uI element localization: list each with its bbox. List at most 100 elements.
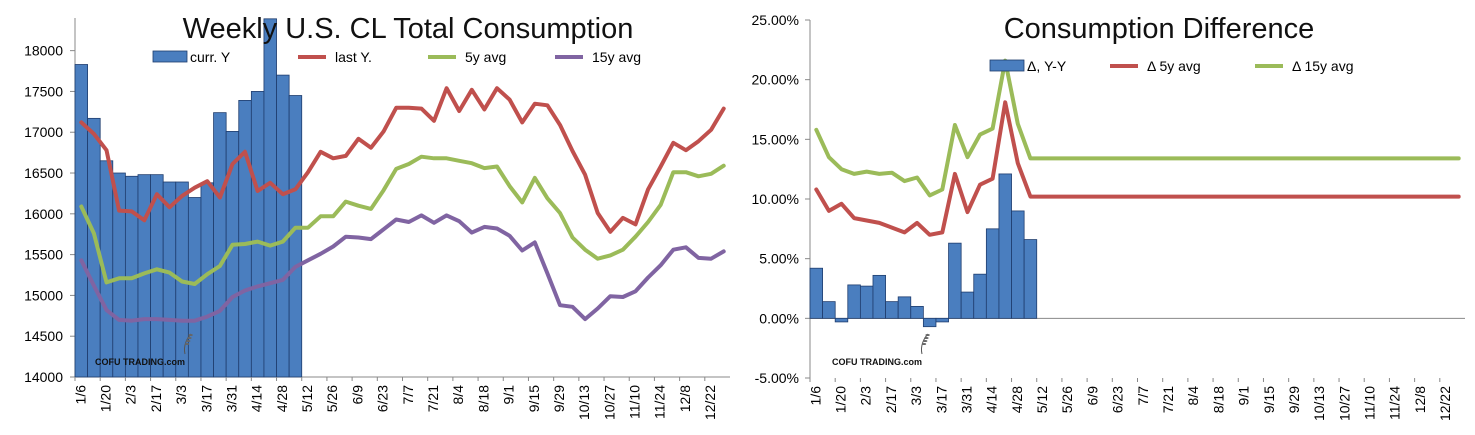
x-tick-label: 1/6 bbox=[72, 385, 88, 405]
series-line--5y-avg bbox=[814, 100, 1461, 237]
bar bbox=[847, 284, 861, 319]
bar bbox=[985, 228, 1000, 319]
wheat-grain bbox=[925, 334, 930, 336]
y-tick-label: 15000 bbox=[24, 287, 63, 303]
x-tick-label: 12/22 bbox=[1437, 386, 1453, 421]
x-tick-label: 9/15 bbox=[526, 385, 542, 412]
x-tick-label: 5/26 bbox=[324, 385, 340, 412]
bar bbox=[834, 317, 849, 323]
x-tick-label: 4/28 bbox=[274, 385, 290, 412]
y-tick-label: 17000 bbox=[24, 124, 63, 140]
x-tick-label: 3/17 bbox=[933, 386, 949, 413]
bar bbox=[935, 317, 949, 323]
difference-chart: -5.00% 0.00% 5.00% 10.00% 15.00% 20.00% 25.00%… bbox=[752, 12, 1465, 421]
legend-swatch bbox=[152, 50, 188, 63]
wheat-grain bbox=[188, 334, 193, 336]
bar bbox=[213, 112, 227, 378]
x-tick-label: 9/1 bbox=[501, 385, 517, 405]
legend-label: last Y. bbox=[335, 49, 372, 65]
bar bbox=[276, 74, 290, 378]
x-tick-label: 3/3 bbox=[908, 386, 924, 406]
bar bbox=[1023, 239, 1038, 319]
x-tick-label: 8/18 bbox=[1210, 386, 1226, 413]
x-tick-label: 3/3 bbox=[173, 385, 189, 405]
x-tick-label: 11/10 bbox=[1362, 386, 1378, 420]
wheat-grain bbox=[923, 340, 928, 342]
series-line--15y-avg bbox=[814, 58, 1461, 198]
watermark-logo bbox=[184, 333, 193, 355]
x-tick-label: 9/15 bbox=[1261, 386, 1277, 413]
bar bbox=[872, 274, 886, 319]
x-tick-label: 6/9 bbox=[349, 385, 365, 405]
x-tick-label: 7/21 bbox=[1160, 386, 1176, 413]
legend-label: 15y avg bbox=[592, 49, 641, 65]
x-tick-label: 5/12 bbox=[1034, 386, 1050, 413]
x-tick-label: 2/17 bbox=[148, 385, 164, 412]
x-tick-label: 11/24 bbox=[652, 385, 668, 419]
legend-label: Δ 5y avg bbox=[1147, 58, 1201, 74]
y-tick-label: 14000 bbox=[24, 369, 63, 385]
bar bbox=[922, 317, 937, 328]
wheat-grain bbox=[924, 337, 929, 339]
y-tick-label: 16500 bbox=[24, 165, 63, 181]
bar bbox=[897, 296, 912, 319]
wheat-grain bbox=[187, 337, 192, 339]
x-tick-label: 9/29 bbox=[551, 385, 567, 412]
x-tick-label: 7/7 bbox=[400, 385, 416, 405]
bar bbox=[859, 285, 874, 319]
y-tick-label: 15.00% bbox=[752, 131, 799, 147]
legend-label: Δ, Y-Y bbox=[1027, 58, 1067, 74]
bar bbox=[263, 18, 277, 378]
series-line-last-y- bbox=[79, 86, 726, 234]
watermark-logo bbox=[921, 333, 930, 355]
bar bbox=[162, 181, 177, 378]
chart-title: Weekly U.S. CL Total Consumption bbox=[183, 13, 634, 45]
x-tick-label: 1/6 bbox=[807, 386, 823, 406]
y-tick-label: 15500 bbox=[24, 247, 63, 263]
consumption-chart: 14000 14500 15000 15500 16000 16500 17000 17500… bbox=[24, 13, 730, 420]
bar bbox=[74, 64, 88, 378]
bar bbox=[809, 267, 823, 319]
y-tick-label: 20.00% bbox=[752, 72, 799, 88]
x-tick-label: 8/4 bbox=[1185, 386, 1201, 406]
y-tick-label: -5.00% bbox=[755, 370, 799, 386]
y-tick-label: 17500 bbox=[24, 83, 63, 99]
y-tick-label: 25.00% bbox=[752, 12, 799, 28]
x-tick-label: 10/27 bbox=[1336, 386, 1352, 421]
bar bbox=[973, 273, 987, 319]
chart-title: Consumption Difference bbox=[1004, 13, 1315, 45]
x-tick-label: 1/20 bbox=[97, 385, 113, 412]
x-tick-label: 12/22 bbox=[702, 385, 718, 420]
x-tick-label: 12/8 bbox=[1412, 386, 1428, 413]
bar bbox=[288, 95, 303, 378]
y-tick-label: 10.00% bbox=[752, 191, 799, 207]
x-tick-label: 5/12 bbox=[299, 385, 315, 412]
bar bbox=[910, 305, 924, 319]
x-tick-label: 6/23 bbox=[375, 385, 391, 412]
x-tick-label: 5/26 bbox=[1059, 386, 1075, 413]
x-tick-label: 3/31 bbox=[223, 385, 239, 412]
x-tick-label: 6/9 bbox=[1084, 386, 1100, 406]
bar bbox=[238, 100, 252, 378]
bar bbox=[822, 301, 836, 319]
bar bbox=[960, 291, 975, 319]
legend-swatch bbox=[989, 59, 1025, 72]
x-tick-label: 9/1 bbox=[1236, 386, 1252, 406]
x-tick-label: 2/3 bbox=[858, 386, 874, 406]
x-tick-label: 4/28 bbox=[1009, 386, 1025, 413]
x-tick-label: 2/3 bbox=[123, 385, 139, 405]
series-line-5y-avg bbox=[79, 154, 726, 286]
x-tick-label: 6/23 bbox=[1110, 386, 1126, 413]
x-tick-label: 8/4 bbox=[450, 385, 466, 405]
x-tick-label: 10/13 bbox=[576, 385, 592, 420]
series-line-15y-avg bbox=[79, 213, 726, 323]
bar bbox=[998, 173, 1012, 319]
watermark-text: COFU TRADING.com bbox=[95, 357, 185, 367]
wheat-grain bbox=[921, 343, 927, 345]
x-tick-label: 11/24 bbox=[1387, 386, 1403, 420]
x-tick-label: 3/17 bbox=[198, 385, 214, 412]
x-tick-label: 10/13 bbox=[1311, 386, 1327, 421]
legend-label: curr. Y bbox=[190, 49, 231, 65]
x-tick-label: 10/27 bbox=[601, 385, 617, 420]
